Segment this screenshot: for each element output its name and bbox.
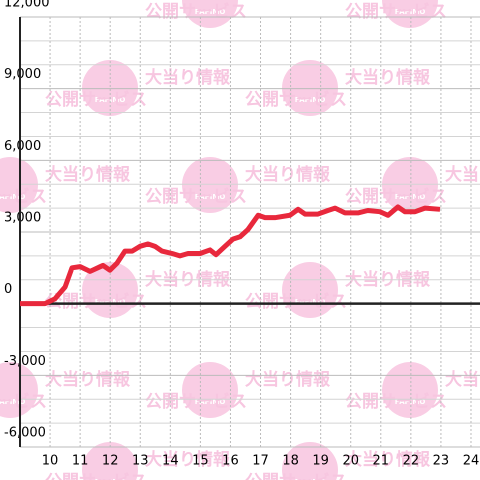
watermark-text: 公開サービス [45, 292, 147, 312]
watermark-logo [382, 157, 438, 213]
y-tick-label: 0 [4, 282, 12, 297]
plot [20, 204, 441, 307]
y-tick-label: 6,000 [4, 139, 41, 154]
watermark-logo [182, 0, 238, 28]
watermark-text: 公開サービス [245, 90, 347, 110]
watermark-text: 大当り情報 [245, 369, 331, 390]
y-tick-label: -6,000 [4, 426, 46, 441]
y-tick-label: 3,000 [4, 211, 41, 226]
watermark-logo [282, 60, 338, 116]
watermark-logo-text: PAPIMO [295, 478, 326, 480]
watermark-logo-text: PAPIMO [395, 193, 426, 201]
watermark-logo-text: PAPIMO [0, 398, 25, 406]
watermark-text: 大当り情報 [445, 369, 480, 390]
watermark-text: 公開サービス [245, 472, 347, 480]
watermark-text: 大当り情報 [345, 449, 431, 470]
x-tick-label: 21 [373, 454, 390, 469]
watermark-logo-text: PAPIMO [195, 8, 226, 16]
watermark-logo [0, 362, 38, 418]
watermark-logo-text: PAPIMO [95, 96, 126, 104]
x-tick-label: 22 [403, 454, 420, 469]
watermark-logo [182, 362, 238, 418]
watermark-text: 公開サービス [345, 2, 447, 22]
x-tick-label: 23 [433, 454, 450, 469]
watermark-text: 大当り情報 [45, 369, 131, 390]
watermark-logo-text: PAPIMO [95, 478, 126, 480]
data-line [20, 204, 441, 307]
x-tick-label: 12 [102, 454, 119, 469]
x-tick-label: 24 [463, 454, 480, 469]
x-tick-label: 19 [312, 454, 329, 469]
watermark-text: 公開サービス [0, 392, 47, 412]
y-tick-label: -3,000 [4, 354, 46, 369]
watermark-text: 公開サービス [145, 187, 247, 207]
y-tick-label: 9,000 [4, 67, 41, 82]
watermark-text: 公開サービス [245, 292, 347, 312]
watermark-logo [82, 442, 138, 480]
watermark-text: 大当り情報 [145, 67, 231, 88]
x-tick-label: 10 [42, 454, 59, 469]
x-tick-label: 13 [132, 454, 149, 469]
watermark-text: 公開サービス [345, 187, 447, 207]
watermark-logo [382, 362, 438, 418]
watermark-logo-text: PAPIMO [295, 96, 326, 104]
watermark-text: 公開サービス [345, 392, 447, 412]
watermark-text: 大当り情報 [445, 164, 480, 185]
watermark-text: 公開サービス [45, 90, 147, 110]
watermark-logo [382, 0, 438, 28]
watermark-text: 公開サービス [145, 392, 247, 412]
watermark-logo [82, 60, 138, 116]
x-tick-label: 11 [72, 454, 89, 469]
y-tick-label: 12,000 [4, 0, 50, 11]
watermark-logo-text: PAPIMO [195, 193, 226, 201]
watermark-logo [0, 157, 38, 213]
watermark-text: 公開サービス [145, 2, 247, 22]
watermark-logo [182, 157, 238, 213]
watermark-logo-text: PAPIMO [195, 398, 226, 406]
watermark-text: 大当り情報 [45, 164, 131, 185]
x-tick-label: 18 [282, 454, 299, 469]
watermark-logo-text: PAPIMO [0, 193, 25, 201]
watermark-text: 公開サービス [45, 472, 147, 480]
x-tick-label: 17 [252, 454, 269, 469]
watermark-text: 大当り情報 [345, 67, 431, 88]
watermark-text: 大当り情報 [245, 164, 331, 185]
watermark-logo-text: PAPIMO [295, 298, 326, 306]
watermark-logo-text: PAPIMO [395, 398, 426, 406]
watermark-logo-text: PAPIMO [395, 8, 426, 16]
x-tick-label: 15 [192, 454, 209, 469]
x-tick-label: 20 [342, 454, 359, 469]
watermark-text: 大当り情報 [145, 449, 231, 470]
x-tick-label: 16 [222, 454, 239, 469]
watermark-logo [282, 442, 338, 480]
watermark-text: 公開サービス [0, 187, 47, 207]
x-tick-label: 14 [162, 454, 179, 469]
